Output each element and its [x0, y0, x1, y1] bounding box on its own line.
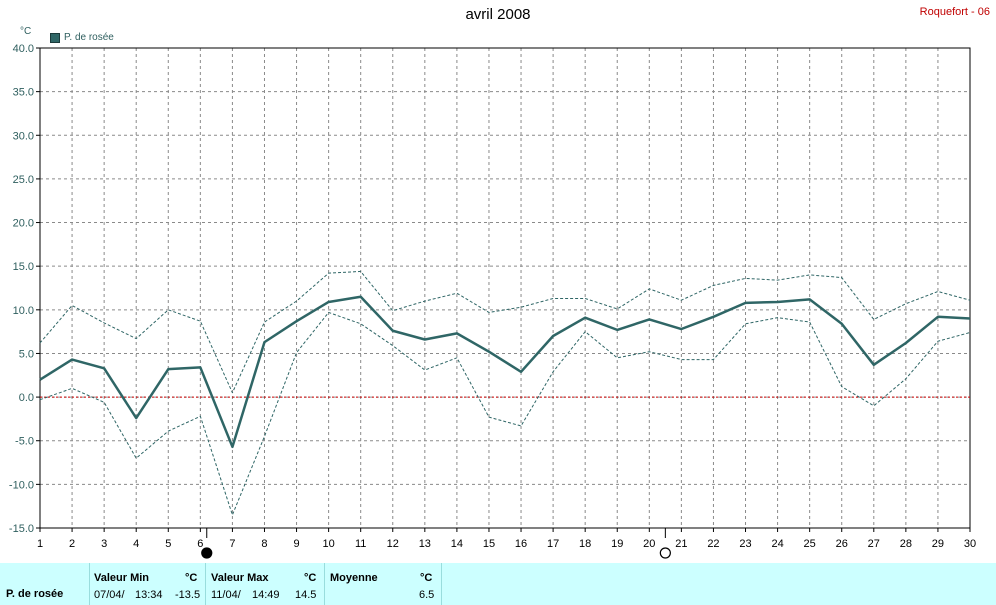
min-unit: °C [185, 572, 198, 584]
avg-header: Moyenne [330, 572, 378, 584]
avg-unit: °C [420, 572, 433, 584]
max-unit: °C [304, 572, 317, 584]
max-value: 14.5 [295, 589, 317, 601]
x-tick-label: 16 [515, 538, 527, 550]
dew-point-chart: 40.0 35.0 30.0 25.0 20.0 15.0 10.0 5.0 0.0 -5.0 -1… [9, 43, 976, 559]
avg-value: 6.5 [419, 589, 435, 601]
x-tick-label: 2 [69, 538, 75, 550]
x-tick-label: 4 [133, 538, 139, 550]
x-tick-label: 7 [229, 538, 235, 550]
footer-avg-cell: Moyenne °C 6.5 [324, 563, 442, 605]
y-tick-label: -15.0 [9, 523, 34, 535]
x-tick-label: 10 [322, 538, 334, 550]
x-tick-label: 17 [547, 538, 559, 550]
min-time: 13:34 [135, 589, 163, 601]
y-tick-label: 25.0 [13, 174, 34, 186]
max-header: Valeur Max [211, 572, 269, 584]
series-line-max [39, 270, 971, 394]
x-tick-label: 21 [675, 538, 687, 550]
y-tick-label: 5.0 [19, 348, 34, 360]
x-tick-label: 30 [964, 538, 976, 550]
x-tick-label: 11 [355, 538, 366, 550]
min-date: 07/04/ [94, 589, 125, 601]
y-tick-label: 15.0 [13, 261, 34, 273]
series-line-min [39, 311, 971, 516]
x-tick-label: 6 [197, 538, 203, 550]
y-tick-label: -10.0 [9, 479, 34, 491]
y-tick-label: -5.0 [15, 436, 34, 448]
max-date: 11/04/ [211, 589, 241, 601]
x-tick-label: 8 [261, 538, 267, 550]
y-unit-label: °C [20, 26, 32, 37]
y-tick-label: 20.0 [13, 218, 34, 230]
y-tick-label: 30.0 [13, 130, 34, 142]
min-header: Valeur Min [94, 572, 150, 584]
x-tick-label: 12 [387, 538, 399, 550]
footer-min-cell: Valeur Min °C 07/04/ 13:34 -13.5 [89, 563, 206, 605]
station-name: Roquefort - 06 [919, 6, 990, 18]
x-tick-label: 26 [836, 538, 848, 550]
x-tick-label: 1 [37, 538, 43, 550]
legend-label: P. de rosée [64, 32, 114, 43]
moon-new-icon [201, 547, 213, 559]
y-tick-label: 10.0 [13, 305, 34, 317]
x-tick-label: 13 [419, 538, 431, 550]
x-tick-label: 18 [579, 538, 591, 550]
plot-frame [39, 47, 971, 529]
x-tick-label: 27 [868, 538, 880, 550]
x-tick-label: 25 [804, 538, 816, 550]
x-tick-label: 22 [707, 538, 719, 550]
x-tick-label: 23 [739, 538, 751, 550]
x-tick-label: 19 [611, 538, 623, 550]
x-tick-label: 15 [483, 538, 495, 550]
y-tick-label: 40.0 [13, 43, 34, 55]
footer-series-label: P. de rosée [6, 588, 64, 600]
moon-full-icon [659, 547, 671, 559]
x-tick-label: 24 [771, 538, 783, 550]
x-tick-label: 9 [293, 538, 299, 550]
x-tick-label: 14 [451, 538, 463, 550]
chart-title: avril 2008 [465, 6, 531, 23]
x-tick-label: 3 [101, 538, 107, 550]
stats-footer: P. de rosée Valeur Min °C 07/04/ 13:34 -… [0, 563, 996, 605]
x-tick-label: 29 [932, 538, 944, 550]
max-time: 14:49 [252, 589, 280, 601]
series-line-mean [39, 295, 971, 449]
legend: P. de rosée [50, 32, 114, 43]
min-value: -13.5 [175, 589, 201, 601]
footer-series-cell: P. de rosée [0, 563, 90, 605]
x-tick-label: 5 [165, 538, 171, 550]
x-tick-label: 28 [900, 538, 912, 550]
x-tick-label: 20 [643, 538, 655, 550]
legend-swatch [50, 32, 60, 43]
y-tick-label: 0.0 [19, 392, 34, 404]
y-tick-label: 35.0 [13, 87, 34, 99]
footer-max-cell: Valeur Max °C 11/04/ 14:49 14.5 [205, 563, 325, 605]
